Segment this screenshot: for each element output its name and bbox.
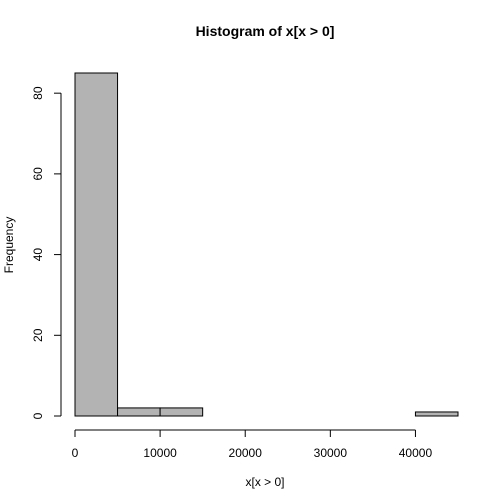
y-tick-label-0: 0 <box>31 412 45 419</box>
x-axis-label: x[x > 0] <box>245 475 284 489</box>
x-tick-label-2: 20000 <box>229 446 263 460</box>
x-tick-label-3: 30000 <box>314 446 348 460</box>
x-axis: 0 10000 20000 30000 40000 <box>72 429 433 460</box>
y-tick-label-3: 60 <box>31 167 45 181</box>
y-tick-label-4: 80 <box>31 86 45 100</box>
y-tick-label-1: 20 <box>31 328 45 342</box>
chart-title: Histogram of x[x > 0] <box>196 23 335 39</box>
x-tick-label-1: 10000 <box>143 446 177 460</box>
y-axis-label: Frequency <box>2 217 16 274</box>
histogram-bar-8 <box>414 411 459 417</box>
x-tick-label-4: 40000 <box>399 446 433 460</box>
y-tick-label-2: 40 <box>31 248 45 262</box>
bars-group <box>74 72 459 417</box>
histogram-bar-0 <box>74 72 119 417</box>
histogram-bar-1 <box>117 407 161 417</box>
x-tick-label-0: 0 <box>72 446 79 460</box>
y-axis: 0 20 40 60 80 <box>31 86 62 419</box>
histogram-bar-2 <box>159 407 204 417</box>
